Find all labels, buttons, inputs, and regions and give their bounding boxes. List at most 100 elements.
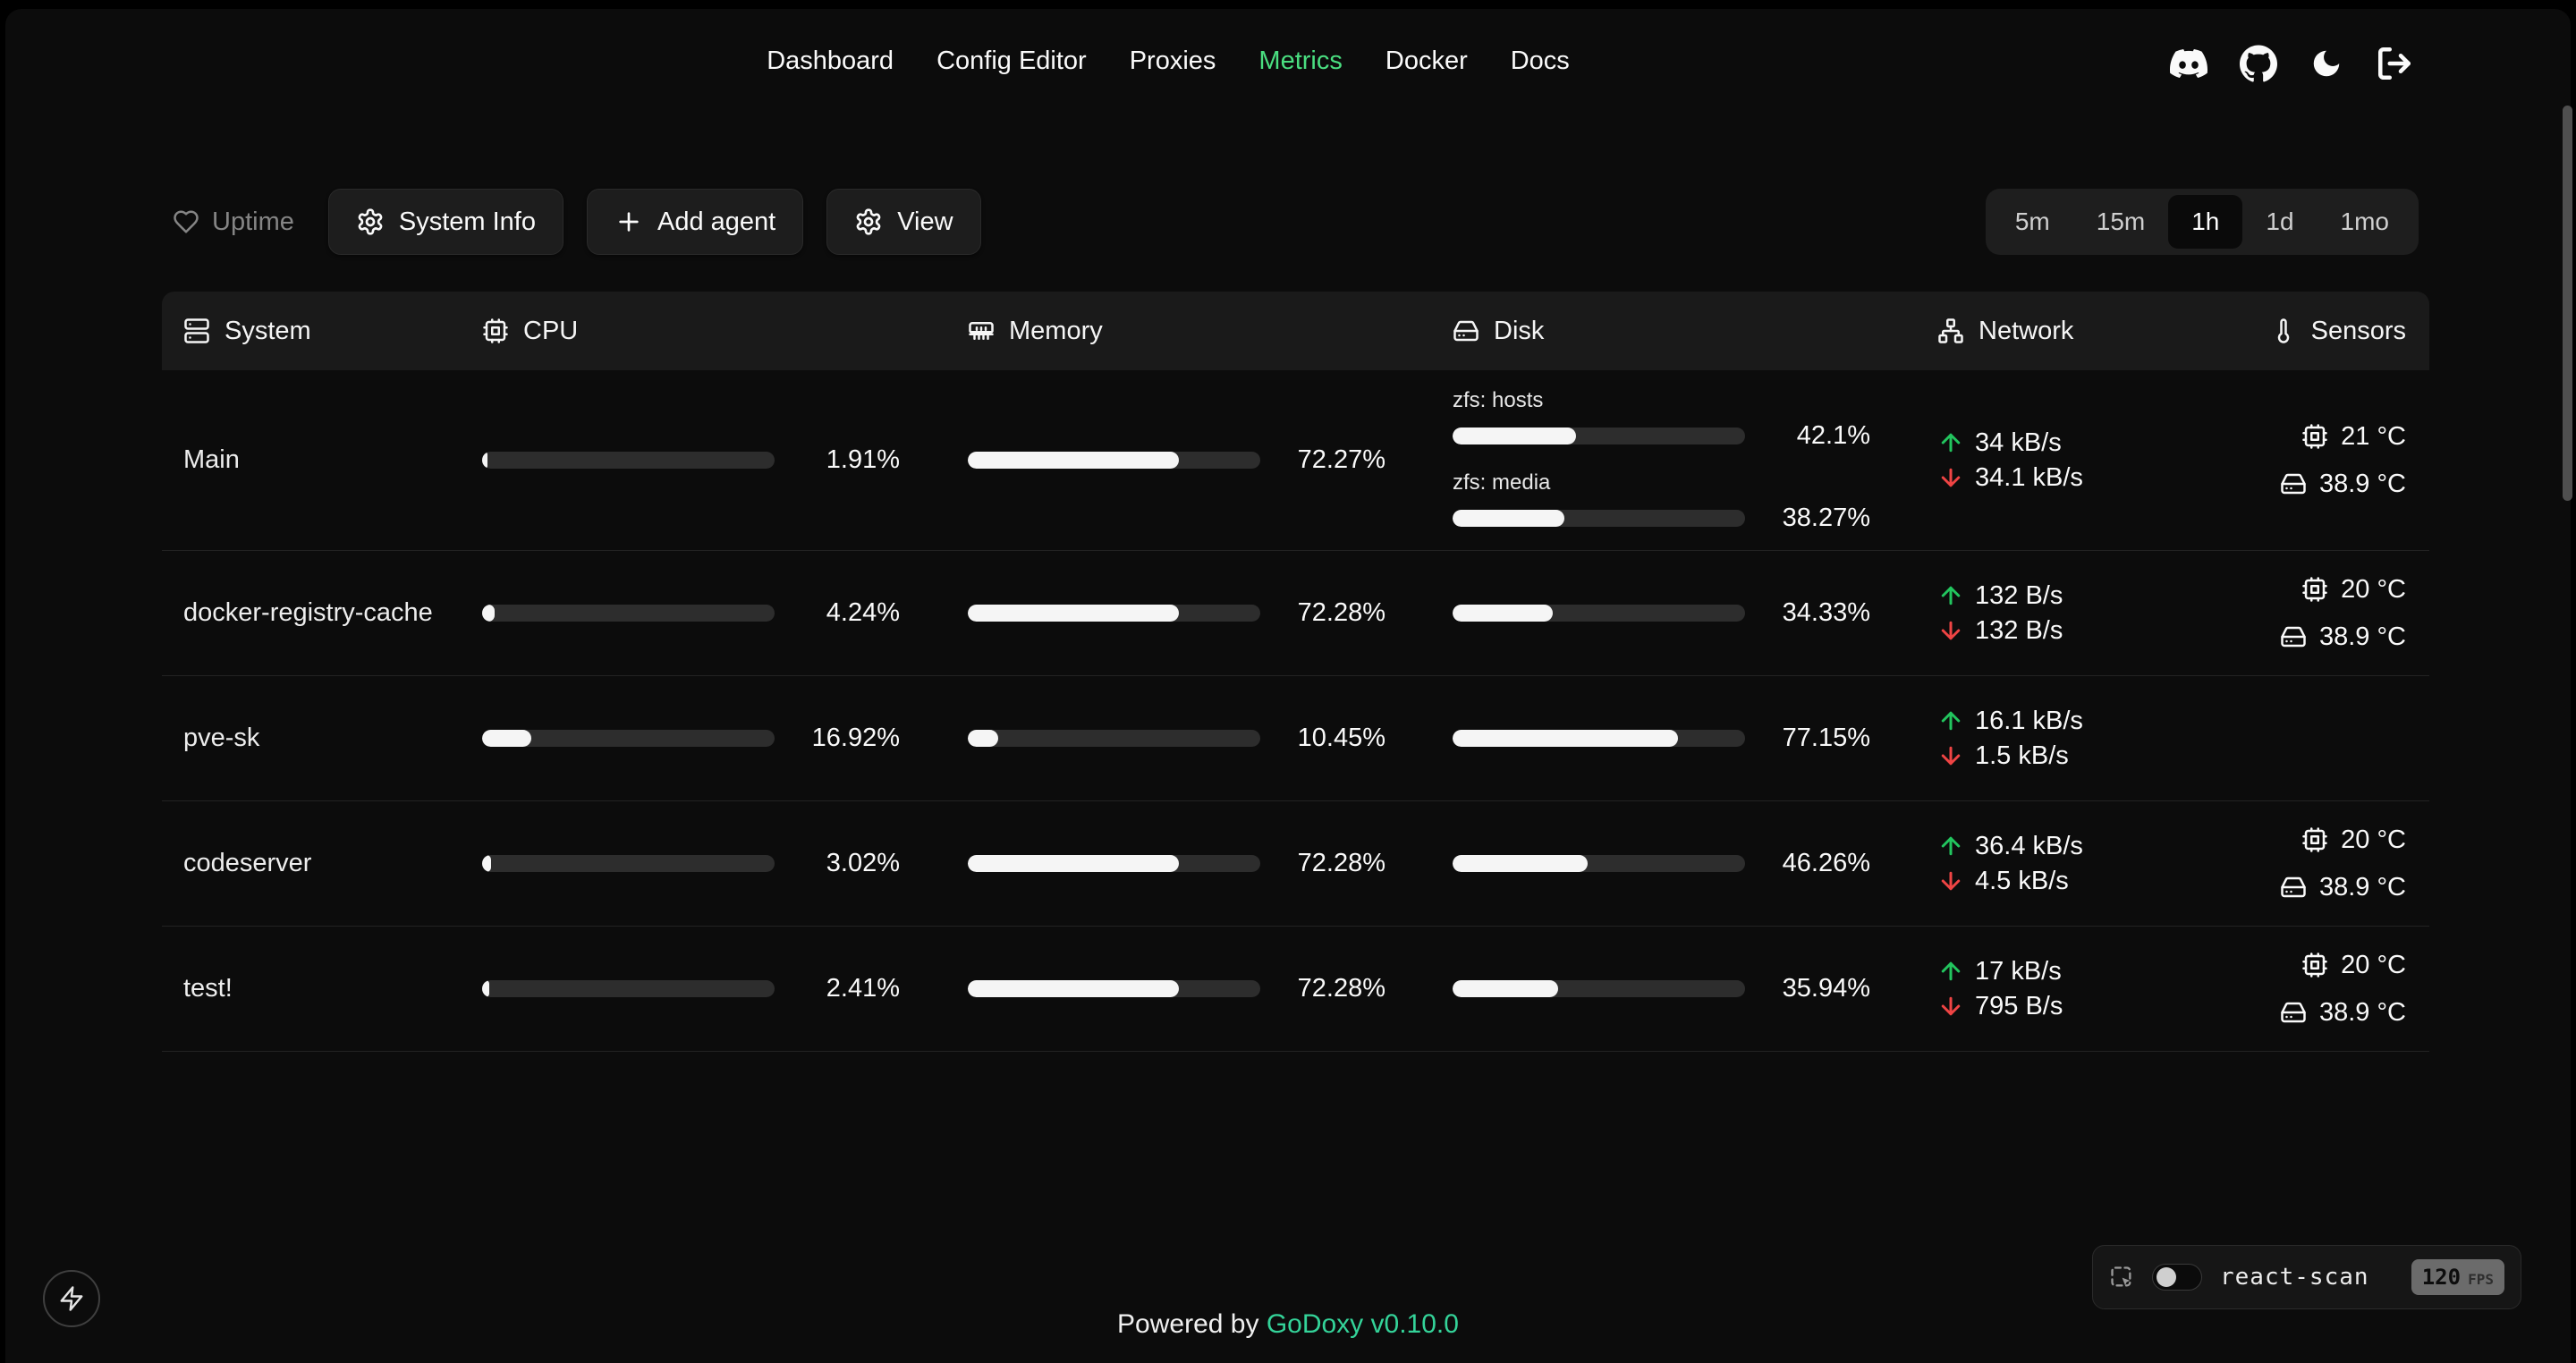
download-arrow-icon: [1937, 464, 1964, 491]
nav-proxies[interactable]: Proxies: [1129, 47, 1216, 75]
time-range-5m[interactable]: 5m: [2014, 207, 2050, 235]
disk-icon: [2280, 874, 2307, 901]
nav-config-editor[interactable]: Config Editor: [936, 47, 1087, 75]
table-row: docker-registry-cache 4.24% 72.28% 34.33…: [162, 551, 2429, 676]
time-range-1mo[interactable]: 1mo: [2340, 207, 2389, 235]
memory-bar: [968, 980, 1260, 997]
logout-icon[interactable]: [2376, 45, 2413, 82]
metrics-table: System CPU Memory Disk Network Sensors: [162, 292, 2429, 1052]
uptime-label: Uptime: [212, 207, 294, 236]
cpu-percent: 3.02%: [826, 849, 900, 877]
moon-icon[interactable]: [2309, 47, 2343, 80]
disk-percent: 46.26%: [1782, 849, 1870, 877]
toolbar: Uptime System Info Add agent View 5m 15m…: [162, 188, 2419, 256]
download-rate: 34.1 kB/s: [1975, 462, 2083, 492]
system-info-button[interactable]: System Info: [327, 189, 564, 255]
scrollbar-thumb[interactable]: [2563, 106, 2572, 501]
table-row: pve-sk 16.92% 10.45% 77.15% 16.1 kB/s: [162, 676, 2429, 801]
download-rate: 4.5 kB/s: [1975, 866, 2069, 895]
nav-metrics[interactable]: Metrics: [1258, 47, 1343, 75]
disk-percent: 35.94%: [1782, 974, 1870, 1003]
disk-icon: [2280, 999, 2307, 1026]
godoxy-link[interactable]: GoDoxy: [1266, 1309, 1364, 1339]
add-agent-label: Add agent: [657, 207, 776, 236]
column-network: Network: [1979, 316, 2074, 345]
view-button[interactable]: View: [826, 189, 981, 255]
upload-rate: 132 B/s: [1975, 580, 2063, 610]
heart-pulse-icon: [173, 208, 199, 235]
react-scan-widget: react-scan 120 FPS: [2092, 1245, 2521, 1309]
server-icon: [183, 317, 210, 344]
disk-bar: [1453, 509, 1745, 527]
disk-bar: [1453, 605, 1745, 622]
memory-percent: 72.28%: [1297, 974, 1385, 1003]
quick-actions-button[interactable]: [43, 1270, 100, 1327]
react-scan-label: react-scan: [2220, 1264, 2369, 1291]
memory-percent: 10.45%: [1297, 724, 1385, 752]
top-nav: Dashboard Config Editor Proxies Metrics …: [767, 47, 1570, 76]
inspect-icon[interactable]: [2109, 1265, 2134, 1290]
disk-temp: 38.9 °C: [2318, 469, 2406, 498]
table-row: Main 1.91% 72.27% zfs: hosts 42.1% zf: [162, 370, 2429, 551]
system-name: codeserver: [183, 849, 312, 877]
column-cpu: CPU: [523, 316, 579, 345]
disk-icon: [2280, 470, 2307, 497]
nav-docker[interactable]: Docker: [1385, 47, 1468, 75]
uptime-tab[interactable]: Uptime: [162, 207, 305, 237]
cpu-bar: [482, 452, 775, 469]
time-range-1h[interactable]: 1h: [2168, 195, 2243, 249]
download-rate: 795 B/s: [1975, 991, 2063, 1020]
gear-icon: [356, 207, 385, 236]
download-arrow-icon: [1937, 617, 1964, 644]
download-arrow-icon: [1937, 868, 1964, 894]
disk-percent: 38.27%: [1782, 503, 1870, 532]
column-disk: Disk: [1494, 316, 1545, 345]
cpu-percent: 2.41%: [826, 974, 900, 1003]
system-name: docker-registry-cache: [183, 598, 433, 627]
fps-unit: FPS: [2468, 1271, 2494, 1288]
system-name: test!: [183, 974, 233, 1003]
memory-percent: 72.28%: [1297, 598, 1385, 627]
cpu-icon: [2301, 423, 2328, 450]
cpu-icon: [2301, 952, 2328, 978]
powered-by-text: Powered by: [1117, 1309, 1259, 1339]
cpu-bar: [482, 980, 775, 997]
time-range-1d[interactable]: 1d: [2266, 207, 2294, 235]
memory-bar: [968, 730, 1260, 747]
download-rate: 1.5 kB/s: [1975, 741, 2069, 770]
download-rate: 132 B/s: [1975, 615, 2063, 645]
nav-docs[interactable]: Docs: [1510, 47, 1570, 75]
memory-bar: [968, 605, 1260, 622]
table-row: test! 2.41% 72.28% 35.94% 17 kB/s: [162, 927, 2429, 1052]
disk-bar: [1453, 980, 1745, 997]
cpu-temp: 20 °C: [2341, 825, 2406, 854]
system-name: pve-sk: [183, 724, 260, 752]
cpu-temp: 21 °C: [2341, 421, 2406, 451]
column-system: System: [225, 316, 311, 345]
disk-percent: 77.15%: [1782, 724, 1870, 752]
react-scan-toggle[interactable]: [2152, 1264, 2202, 1291]
disk-temp: 38.9 °C: [2318, 872, 2406, 902]
add-agent-button[interactable]: Add agent: [586, 189, 804, 255]
toggle-knob: [2157, 1267, 2176, 1287]
fps-badge: 120 FPS: [2411, 1259, 2504, 1295]
network-icon: [1937, 317, 1964, 344]
table-row: codeserver 3.02% 72.28% 46.26% 36.4 kB/s: [162, 801, 2429, 927]
cpu-percent: 1.91%: [826, 445, 900, 474]
upload-arrow-icon: [1937, 429, 1964, 456]
discord-icon[interactable]: [2170, 45, 2207, 82]
cpu-temp: 20 °C: [2341, 950, 2406, 979]
time-range-15m[interactable]: 15m: [2096, 207, 2146, 235]
cpu-icon: [482, 317, 509, 344]
cpu-temp: 20 °C: [2341, 574, 2406, 604]
nav-dashboard[interactable]: Dashboard: [767, 47, 894, 75]
upload-arrow-icon: [1937, 958, 1964, 985]
cpu-bar: [482, 730, 775, 747]
disk-temp: 38.9 °C: [2318, 997, 2406, 1027]
github-icon[interactable]: [2240, 45, 2277, 82]
app-window: Dashboard Config Editor Proxies Metrics …: [5, 9, 2571, 1363]
system-name: Main: [183, 445, 240, 474]
disk-name: zfs: hosts: [1453, 387, 1544, 412]
upload-arrow-icon: [1937, 707, 1964, 734]
table-header: System CPU Memory Disk Network Sensors: [162, 292, 2429, 370]
